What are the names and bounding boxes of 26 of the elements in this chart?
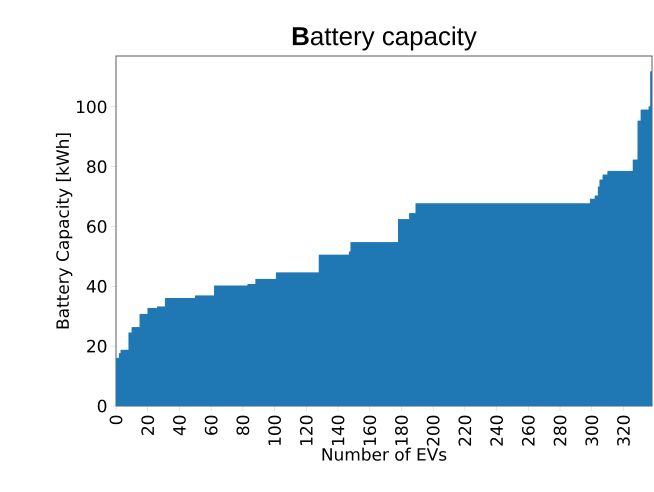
y-tick-label: 20 [87, 340, 106, 353]
x-tick-label: 260 [522, 416, 535, 446]
x-tick-label: 240 [490, 416, 503, 446]
y-axis-title: Battery Capacity [kWh] [56, 133, 72, 328]
x-tick-label: 180 [395, 416, 408, 445]
x-tick-label: 140 [332, 416, 344, 445]
x-tick-label: 160 [363, 416, 376, 445]
y-tick-label: 40 [86, 280, 106, 293]
y-tick-label: 80 [87, 160, 106, 174]
x-tick-label: 220 [458, 416, 472, 446]
y-tick-label: 0 [98, 400, 106, 412]
x-tick-label: 0 [110, 416, 122, 424]
x-tick-label: 80 [236, 416, 250, 435]
x-tick-label: 200 [426, 416, 440, 446]
y-tick-label: 100 [77, 100, 106, 114]
x-tick-label: 320 [617, 416, 630, 446]
x-tick-label: 300 [585, 416, 598, 446]
x-tick-label: 40 [173, 416, 186, 436]
chart-title: Battery capacity [292, 26, 477, 50]
x-tick-label: 120 [300, 416, 313, 445]
x-tick-label: 60 [204, 416, 218, 435]
x-tick-label: 100 [268, 416, 281, 445]
x-tick-label: 20 [141, 416, 154, 435]
x-axis-title: Number of EVs [322, 448, 446, 461]
y-tick-label: 60 [87, 220, 106, 233]
x-tick-label: 280 [554, 416, 566, 446]
